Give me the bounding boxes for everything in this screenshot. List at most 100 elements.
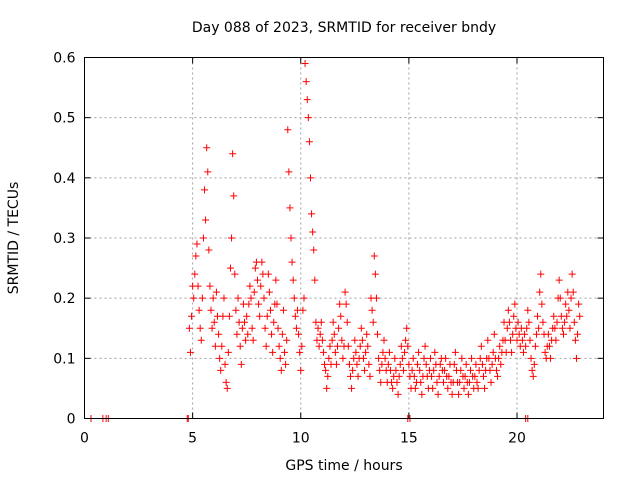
data-point (545, 342, 553, 350)
data-point (539, 318, 547, 326)
data-point (351, 336, 359, 344)
data-point (456, 378, 464, 386)
data-point (464, 390, 472, 398)
data-point (455, 390, 463, 398)
data-point (363, 330, 371, 338)
data-point (195, 306, 203, 314)
data-point (249, 336, 257, 344)
data-point (481, 384, 489, 392)
data-point (286, 204, 294, 212)
data-point (468, 354, 476, 362)
data-point (404, 342, 412, 350)
data-point (284, 126, 292, 134)
data-point (283, 336, 291, 344)
data-point (504, 306, 512, 314)
data-point (279, 306, 287, 314)
data-point (289, 276, 297, 284)
data-point (405, 360, 413, 368)
data-point (255, 300, 263, 308)
data-point (420, 354, 428, 362)
data-point (316, 330, 324, 338)
data-point (380, 336, 388, 344)
data-point (541, 348, 549, 356)
data-point (336, 300, 344, 308)
data-point (461, 372, 469, 380)
data-point (389, 384, 397, 392)
data-point (378, 360, 386, 368)
data-point (330, 330, 338, 338)
data-point (269, 348, 277, 356)
data-point (476, 354, 484, 362)
data-point (553, 318, 561, 326)
data-point (434, 390, 442, 398)
data-point (311, 276, 319, 284)
data-point (212, 288, 220, 296)
data-point (444, 384, 452, 392)
data-point (277, 366, 285, 374)
data-point (193, 240, 201, 248)
data-point (186, 348, 194, 356)
data-point (535, 324, 543, 332)
y-tick-label: 0.5 (53, 111, 75, 127)
data-point (436, 360, 444, 368)
data-point (465, 378, 473, 386)
data-point (260, 294, 268, 302)
grid (84, 57, 604, 419)
data-point (318, 336, 326, 344)
data-point (278, 330, 286, 338)
data-point (384, 360, 392, 368)
data-point (495, 354, 503, 362)
data-point (362, 348, 370, 356)
data-point (376, 366, 384, 374)
data-point (262, 342, 270, 350)
data-point (300, 294, 308, 302)
data-point (408, 366, 416, 374)
data-point (295, 330, 303, 338)
data-point (265, 288, 273, 296)
data-point (222, 378, 230, 386)
data-point (204, 168, 212, 176)
data-point (251, 264, 259, 272)
x-tick-label: 20 (508, 431, 526, 447)
data-point (467, 366, 475, 374)
data-point (361, 366, 369, 374)
data-point (353, 360, 361, 368)
data-point (366, 372, 374, 380)
x-axis-label: GPS time / hours (285, 458, 402, 474)
data-point (359, 354, 367, 362)
data-point (401, 348, 409, 356)
data-point (281, 348, 289, 356)
data-point (411, 384, 419, 392)
data-point (570, 318, 578, 326)
data-point (209, 294, 217, 302)
data-point (198, 294, 206, 302)
data-point (345, 360, 353, 368)
data-point (236, 342, 244, 350)
data-point (417, 378, 425, 386)
data-point (305, 138, 313, 146)
data-point (202, 216, 210, 224)
data-point (393, 378, 401, 386)
data-point (326, 342, 334, 350)
data-point (410, 372, 418, 380)
data-point (427, 354, 434, 362)
data-point (268, 330, 276, 338)
data-point (319, 348, 327, 356)
data-point (364, 342, 372, 350)
y-tick-label: 0.1 (53, 351, 75, 367)
data-point (191, 270, 199, 278)
data-point (324, 372, 332, 380)
data-point (536, 288, 544, 296)
data-point (205, 246, 213, 254)
data-point (532, 330, 540, 338)
data-point (563, 312, 571, 320)
data-point (415, 348, 423, 356)
data-point (365, 360, 373, 368)
data-point (552, 336, 560, 344)
data-point (507, 336, 515, 344)
data-point (354, 372, 362, 380)
data-point (478, 360, 486, 368)
data-point (190, 294, 198, 302)
data-point (297, 366, 305, 374)
